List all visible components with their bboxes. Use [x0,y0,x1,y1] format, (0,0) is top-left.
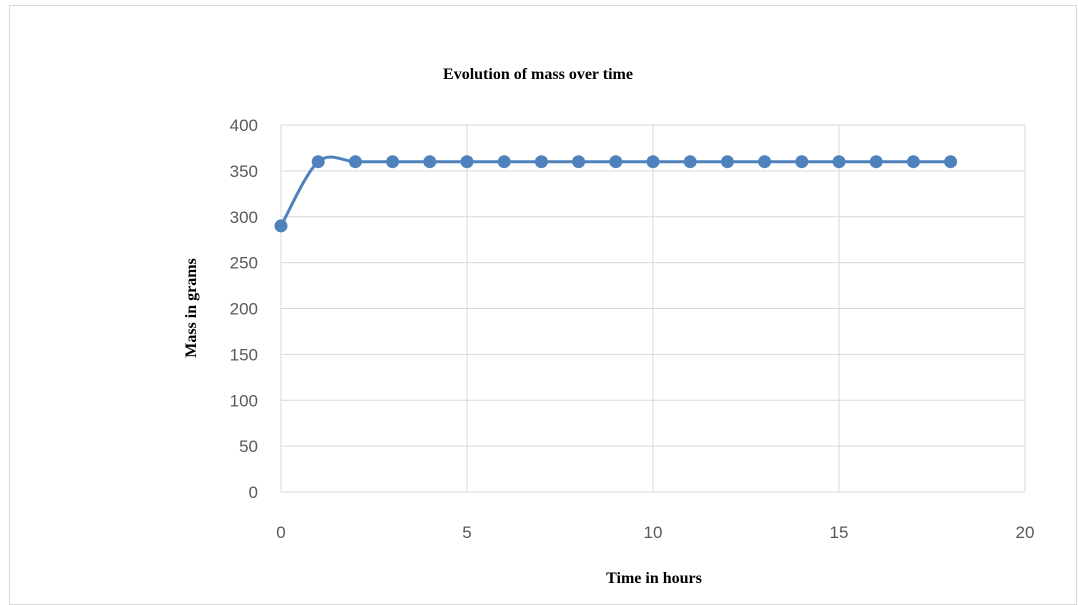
x-tick-label: 0 [276,523,285,542]
x-axis-title: Time in hours [606,570,702,587]
data-point [758,155,772,169]
data-point [683,155,697,169]
x-tick-label: 10 [644,523,663,542]
x-tick-label: 5 [462,523,471,542]
grid-lines [280,124,1026,493]
data-point [423,155,437,169]
data-point [944,155,958,169]
data-point [497,155,511,169]
data-point [534,155,548,169]
x-tick-label: 15 [830,523,849,542]
x-axis-ticks: 0 5 10 15 20 [276,523,1034,542]
data-point [795,155,809,169]
data-point [274,219,288,233]
y-tick-label: 50 [239,437,258,456]
data-point [386,155,400,169]
y-tick-label: 100 [230,391,258,410]
y-axis-ticks: 0 50 100 150 200 250 300 350 400 [230,116,258,502]
data-points [274,155,958,233]
data-point [348,155,362,169]
data-point [646,155,660,169]
y-axis-title: Mass in grams [183,258,200,358]
data-point [572,155,586,169]
x-tick-label: 20 [1016,523,1035,542]
y-tick-label: 150 [230,345,258,364]
data-point [460,155,474,169]
y-tick-label: 250 [230,254,258,273]
data-point [311,155,325,169]
y-tick-label: 400 [230,116,258,135]
y-tick-label: 300 [230,208,258,227]
chart-title: Evolution of mass over time [443,66,633,83]
data-point [869,155,883,169]
y-tick-label: 0 [249,483,258,502]
chart-frame [9,5,1077,605]
data-point [609,155,623,169]
y-tick-label: 200 [230,300,258,319]
y-tick-label: 350 [230,162,258,181]
data-point [720,155,734,169]
data-point [906,155,920,169]
data-point [832,155,846,169]
